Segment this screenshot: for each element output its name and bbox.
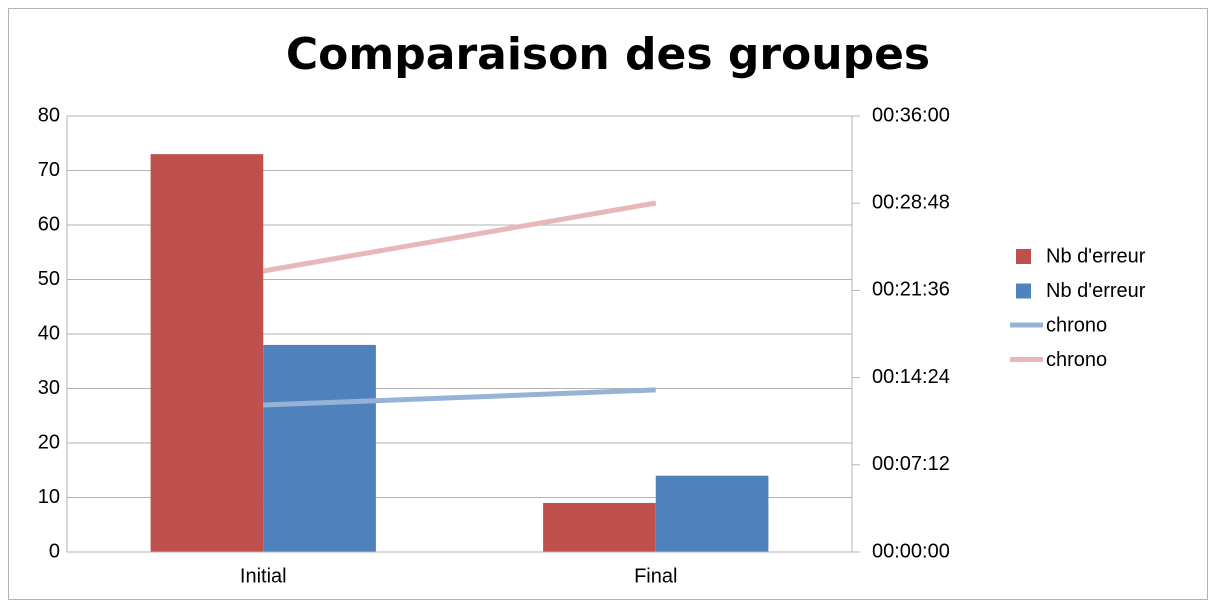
legend-swatch	[1016, 283, 1031, 299]
y-tick-label: 20	[38, 431, 60, 453]
y-tick-label: 40	[38, 322, 60, 344]
bar	[150, 154, 264, 552]
y-tick-label: 0	[49, 540, 60, 562]
x-tick-label: Final	[634, 565, 677, 587]
y2-tick-label: 00:21:36	[872, 279, 950, 301]
legend-swatch	[1016, 249, 1031, 264]
y-tick-label: 50	[38, 268, 60, 290]
legend-label: chrono	[1046, 314, 1107, 336]
y-tick-label: 30	[38, 377, 60, 399]
y-tick-label: 10	[38, 486, 60, 508]
y2-tick-label: 00:00:00	[872, 540, 950, 562]
legend-label: Nb d'erreur	[1046, 245, 1146, 267]
y2-tick-label: 00:07:12	[872, 453, 950, 475]
bar	[263, 344, 376, 552]
bar	[655, 475, 769, 552]
x-tick-label: Initial	[240, 565, 287, 587]
line-series	[263, 387, 656, 408]
y2-tick-label: 00:14:24	[872, 366, 950, 388]
y2-tick-label: 00:36:00	[872, 104, 950, 126]
chart-title: Comparaison des groupes	[286, 29, 930, 80]
line-series	[262, 200, 657, 274]
legend-label: Nb d'erreur	[1046, 280, 1146, 302]
bar	[543, 502, 656, 552]
y2-tick-label: 00:28:48	[872, 191, 950, 213]
y-tick-label: 80	[38, 104, 60, 126]
y-tick-label: 70	[38, 159, 60, 181]
legend-label: chrono	[1046, 349, 1107, 371]
y-tick-label: 60	[38, 213, 60, 235]
